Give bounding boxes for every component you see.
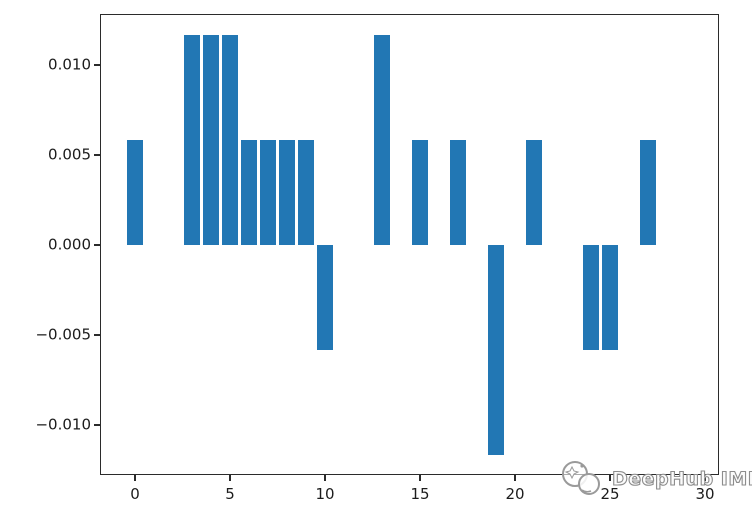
bar-x24 — [583, 245, 599, 350]
bar-x0 — [127, 140, 143, 245]
x-tick-label: 20 — [505, 485, 525, 503]
x-tick-label: 5 — [225, 485, 235, 503]
bar-x9 — [298, 140, 314, 245]
bar-x8 — [279, 140, 295, 245]
x-tick-mark — [324, 475, 326, 481]
bar-x7 — [260, 140, 276, 245]
x-tick-label: 15 — [410, 485, 430, 503]
bar-x3 — [184, 34, 200, 245]
bar-x27 — [640, 140, 656, 245]
bar-x5 — [222, 34, 238, 245]
bar-x4 — [203, 34, 219, 245]
x-tick-label: 25 — [600, 485, 620, 503]
x-tick-mark — [704, 475, 706, 481]
plot-area — [100, 14, 719, 475]
bar-x25 — [602, 245, 618, 350]
y-tick-label: −0.010 — [35, 415, 91, 434]
bar-x6 — [241, 140, 257, 245]
bar-x15 — [412, 140, 428, 245]
y-tick-label: 0.000 — [48, 235, 91, 254]
y-tick-label: −0.005 — [35, 325, 91, 344]
x-tick-label: 30 — [695, 485, 715, 503]
x-tick-mark — [229, 475, 231, 481]
x-tick-label: 0 — [130, 485, 140, 503]
y-tick-mark — [94, 154, 100, 156]
y-tick-label: 0.010 — [48, 55, 91, 74]
y-tick-label: 0.005 — [48, 145, 91, 164]
y-tick-mark — [94, 424, 100, 426]
bar-x13 — [374, 34, 390, 245]
bar-x10 — [317, 245, 333, 350]
x-tick-mark — [419, 475, 421, 481]
x-tick-mark — [514, 475, 516, 481]
bar-x17 — [450, 140, 466, 245]
y-tick-mark — [94, 244, 100, 246]
bar-x21 — [526, 140, 542, 245]
y-tick-mark — [94, 334, 100, 336]
y-tick-mark — [94, 64, 100, 66]
x-tick-mark — [134, 475, 136, 481]
x-tick-mark — [609, 475, 611, 481]
bar-x19 — [488, 245, 504, 456]
x-tick-label: 10 — [315, 485, 335, 503]
